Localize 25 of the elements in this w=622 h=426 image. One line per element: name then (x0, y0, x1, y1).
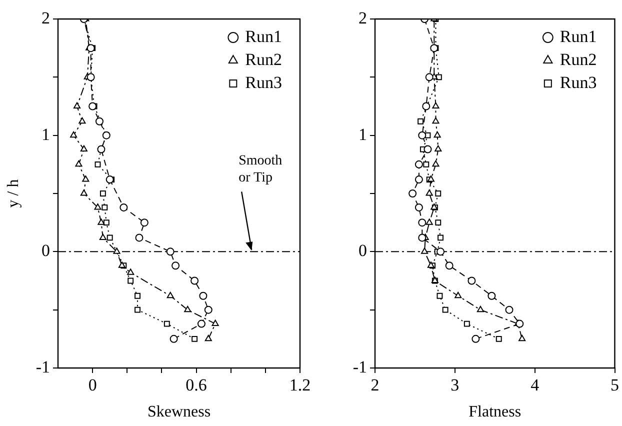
x-tick-label: 2 (370, 376, 380, 395)
x-tick-label: 5 (610, 376, 619, 395)
y-axis-title: y / h (4, 179, 22, 208)
legend-label: Run1 (560, 26, 597, 46)
x-tick-label: 4 (530, 376, 540, 395)
y-tick-label: 0 (42, 241, 50, 260)
y-tick-label: 2 (42, 8, 50, 28)
x-tick-label: 0.6 (186, 376, 207, 395)
legend-label: Run1 (245, 26, 282, 46)
legend-label: Run3 (245, 72, 282, 92)
x-tick-label: 1.2 (289, 376, 311, 395)
x-tick-label: 0 (88, 376, 97, 395)
legend-label: Run2 (560, 50, 597, 69)
legend-label: Run2 (245, 50, 282, 69)
annotation: Smooth or Tip (238, 153, 282, 186)
y-tick-label: 2 (358, 8, 367, 28)
x-axis-title: Flatness (468, 404, 522, 421)
x-axis-title: Skewness (147, 404, 211, 421)
y-tick-label: 1 (358, 124, 367, 144)
y-tick-label: 0 (358, 241, 367, 260)
y-tick-label: 1 (42, 124, 50, 144)
y-tick-label: -1 (36, 357, 50, 376)
x-tick-label: 3 (450, 376, 460, 395)
y-tick-label: -1 (352, 357, 367, 376)
legend-label: Run3 (560, 72, 597, 92)
